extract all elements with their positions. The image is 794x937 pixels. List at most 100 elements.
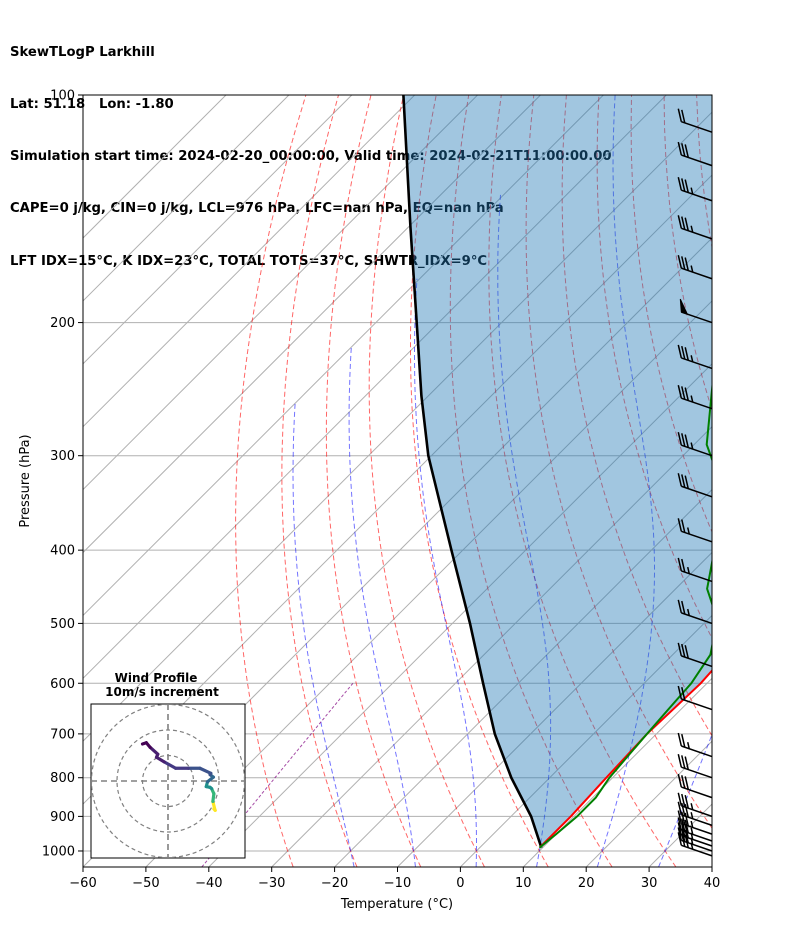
hodograph-segment (140, 741, 148, 746)
wind-barb-half-feather (690, 812, 694, 819)
dry-adiabat (762, 95, 794, 867)
wind-barb-feather (677, 518, 683, 532)
wind-barb-feather (677, 810, 683, 824)
x-tick-label: 0 (456, 876, 464, 891)
wind-barb-shaft (681, 570, 713, 583)
wind-barb-half-feather (690, 265, 694, 273)
isotherm (775, 95, 794, 867)
isotherm (83, 111, 712, 742)
wind-barb-shaft (681, 120, 713, 133)
wind-barb-shaft (681, 745, 713, 758)
isotherm (271, 425, 712, 867)
wind-barb (677, 642, 713, 668)
hodograph-segment (162, 760, 178, 770)
dry-adiabat (368, 95, 485, 867)
wind-barb (677, 473, 713, 498)
hodograph-segment (198, 766, 213, 775)
wind-barb-feather (684, 387, 689, 401)
wind-barb (677, 518, 713, 543)
x-tick-label: −40 (195, 876, 222, 891)
isotherm (83, 95, 667, 680)
isotherm (334, 488, 712, 867)
wind-barb (677, 177, 713, 202)
wind-barb (677, 685, 713, 711)
wind-barb-feather (684, 819, 689, 833)
x-axis-label: Temperature (°C) (340, 897, 453, 912)
wind-barb-half-feather (690, 225, 694, 233)
x-tick-label: 40 (704, 876, 721, 891)
isotherm (460, 614, 712, 867)
wind-barb-shaft (681, 397, 713, 410)
wind-barb-shaft (681, 822, 713, 835)
wind-barb-feather (677, 732, 683, 747)
dry-adiabat (729, 95, 794, 867)
chart-title-block: SkewTLogP Larkhill Lat: 51.18 Lon: -1.80… (10, 9, 612, 288)
wind-barb-shaft (681, 612, 713, 625)
wind-barb-feather (681, 256, 686, 270)
moist-adiabat (596, 95, 655, 867)
y-tick-label: 900 (50, 810, 75, 825)
isotherm (83, 95, 416, 428)
wind-barb-feather (677, 827, 683, 841)
wind-barb-feather (681, 755, 686, 769)
hodograph-plot (91, 704, 245, 858)
wind-barb-shaft (681, 154, 713, 167)
hodograph-segment (148, 745, 160, 756)
chart-title: SkewTLogP Larkhill (10, 44, 155, 60)
wind-barb-feather (684, 347, 689, 361)
moist-adiabat (720, 95, 794, 867)
wind-barb-feather (677, 773, 683, 788)
wind-barb-feather (684, 475, 689, 489)
wind-barb-feather (681, 178, 686, 192)
moist-adiabat (414, 278, 477, 867)
wind-barb-feather (681, 519, 686, 533)
wind-barb-half-feather (686, 566, 690, 574)
x-tick-label: −50 (132, 876, 159, 891)
isotherm (711, 866, 712, 867)
wind-barb-feather (684, 645, 689, 659)
wind-barb (677, 792, 713, 818)
wind-barb-feather (684, 144, 689, 158)
wind-barb (679, 298, 713, 324)
isotherm (83, 95, 478, 491)
isotherm (83, 95, 541, 554)
wind-barb-feather (677, 473, 683, 487)
wind-barb (677, 822, 713, 847)
wind-barb-feather (681, 109, 686, 124)
wind-barb (677, 773, 713, 799)
wind-barb-half-feather (690, 442, 694, 450)
wind-barb-shaft (681, 444, 713, 457)
x-tick-label: −30 (258, 876, 285, 891)
y-tick-label: 800 (50, 771, 75, 786)
wind-barb-feather (684, 434, 689, 448)
wind-barb-feather (684, 804, 689, 818)
wind-barb (677, 385, 713, 410)
y-tick-label: 500 (50, 617, 75, 632)
dry-adiabat (561, 95, 712, 737)
cape-shading (403, 95, 712, 848)
wind-barb-feather (681, 345, 686, 360)
wind-barb-feather (677, 642, 683, 657)
wind-barb-feather (681, 793, 686, 808)
dry-adiabat (596, 95, 712, 640)
wind-barb-shaft (681, 805, 713, 818)
wind-barb-shaft (681, 814, 713, 827)
wind-barb-feather (681, 818, 686, 832)
dry-adiabat (488, 95, 677, 867)
wind-barb-feather (681, 775, 686, 789)
wind-barb-feather (684, 179, 689, 193)
wind-barb-feather (677, 431, 683, 446)
wind-barb (677, 344, 713, 370)
y-tick-label: 100 (50, 89, 75, 104)
isotherm (83, 95, 227, 239)
moist-adiabat (497, 193, 552, 867)
wind-barb-feather (681, 386, 686, 400)
isotherm (83, 95, 353, 365)
y-tick-label: 700 (50, 727, 75, 742)
wind-barb-feather (677, 801, 683, 816)
wind-barb-feather (677, 255, 683, 269)
parcel-line (402, 95, 543, 849)
isotherm (83, 95, 604, 617)
wind-barb-half-feather (686, 527, 690, 535)
